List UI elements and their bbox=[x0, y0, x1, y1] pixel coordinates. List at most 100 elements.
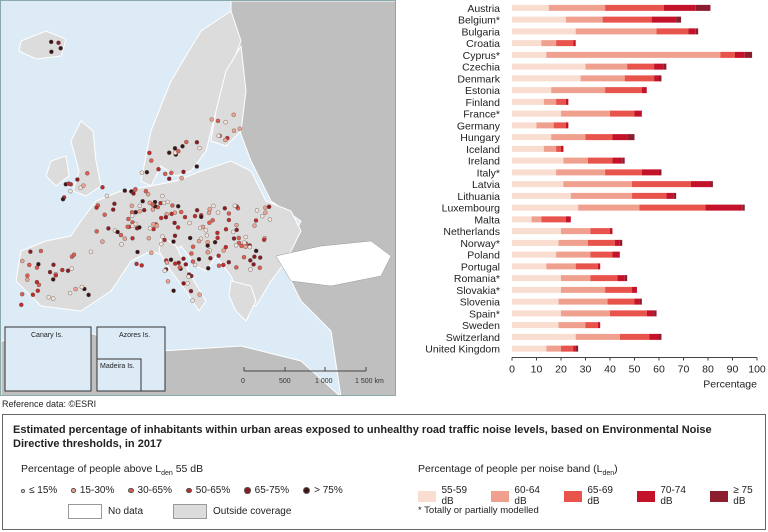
city-dot bbox=[182, 214, 188, 220]
dot-legend-label: 30-65% bbox=[137, 485, 172, 496]
band-legend-item: 60-64 dB bbox=[490, 485, 552, 507]
city-dot bbox=[94, 229, 99, 234]
city-dot bbox=[51, 296, 56, 301]
bar-segment bbox=[512, 134, 552, 141]
category-label: Belgium* bbox=[458, 15, 500, 27]
city-dots bbox=[19, 39, 273, 307]
outside-label: Outside coverage bbox=[213, 506, 292, 517]
city-dot bbox=[143, 188, 149, 194]
city-dot bbox=[150, 207, 156, 212]
city-dot bbox=[150, 202, 155, 207]
city-dot bbox=[226, 260, 232, 265]
category-label: Bulgaria bbox=[461, 26, 500, 38]
category-label: Lithuania bbox=[457, 191, 500, 203]
city-dot bbox=[186, 274, 191, 279]
category-label: Iceland bbox=[466, 144, 500, 156]
bar-segment bbox=[605, 87, 642, 94]
bar-segment bbox=[612, 157, 623, 164]
bar-segment bbox=[654, 310, 657, 317]
city-dot bbox=[236, 240, 242, 246]
city-dot bbox=[258, 255, 263, 260]
city-dot bbox=[178, 209, 184, 215]
category-label: Slovenia bbox=[460, 297, 500, 309]
bar-segment bbox=[602, 16, 652, 23]
bar-segment bbox=[512, 169, 557, 176]
city-dot bbox=[252, 223, 257, 228]
bar-segment bbox=[512, 310, 561, 317]
city-dot bbox=[212, 239, 218, 245]
city-dot bbox=[145, 191, 151, 197]
city-dot bbox=[149, 158, 154, 163]
uk-land bbox=[70, 120, 102, 197]
bar-segment bbox=[612, 134, 628, 141]
bar-segment bbox=[597, 322, 601, 329]
category-label: Luxembourg bbox=[442, 203, 501, 215]
bar-segment bbox=[575, 28, 657, 35]
city-dot bbox=[181, 256, 186, 261]
bar-segment bbox=[622, 157, 625, 164]
bar-segment bbox=[605, 286, 633, 293]
city-dot bbox=[147, 150, 152, 156]
bar-segment bbox=[556, 169, 606, 176]
city-dot bbox=[36, 262, 41, 267]
city-dot bbox=[49, 49, 54, 54]
city-dot bbox=[104, 193, 110, 199]
x-tick-label: 10 bbox=[531, 364, 543, 376]
city-dot bbox=[205, 249, 211, 255]
city-dot bbox=[129, 203, 135, 209]
city-dot bbox=[231, 229, 236, 235]
city-dot bbox=[140, 198, 145, 204]
city-dot bbox=[66, 181, 71, 186]
category-label: Germany bbox=[457, 120, 501, 132]
city-dot bbox=[168, 257, 174, 262]
bar-segment bbox=[512, 298, 559, 305]
city-dot bbox=[161, 200, 167, 206]
city-dot bbox=[221, 248, 226, 253]
city-dot bbox=[237, 126, 243, 131]
canary-label: Canary Is. bbox=[31, 332, 63, 339]
city-dot bbox=[184, 139, 189, 145]
bar-segment bbox=[587, 239, 615, 246]
bar-segment bbox=[558, 239, 588, 246]
bar-segment bbox=[695, 4, 711, 11]
city-dot bbox=[194, 140, 200, 145]
city-dot bbox=[180, 144, 185, 149]
city-dot bbox=[222, 206, 228, 211]
bar-segment bbox=[561, 286, 606, 293]
category-label: United Kingdom bbox=[425, 344, 500, 356]
left-legend-title: Percentage of people above Lden 55 dB bbox=[21, 463, 204, 478]
dot-legend-swatch bbox=[21, 488, 25, 493]
bar-segment bbox=[634, 110, 642, 117]
city-dot bbox=[241, 255, 247, 260]
bar-segment bbox=[563, 181, 633, 188]
city-dot bbox=[226, 211, 232, 216]
city-dot bbox=[207, 206, 212, 212]
category-label: Estonia bbox=[465, 85, 500, 97]
city-dot bbox=[20, 258, 25, 264]
category-label: Latvia bbox=[472, 179, 500, 191]
city-dot bbox=[197, 145, 202, 151]
bar-segment bbox=[624, 75, 655, 82]
city-dot bbox=[160, 193, 165, 199]
bar-segment bbox=[624, 275, 628, 282]
dot-legend-label: 50-65% bbox=[195, 485, 231, 496]
dot-legend-label: ≤ 15% bbox=[29, 485, 58, 496]
city-dot bbox=[154, 223, 160, 228]
city-dot bbox=[166, 150, 172, 155]
city-dot bbox=[215, 235, 220, 241]
city-dot bbox=[75, 177, 80, 182]
band-legend-item: 65-69 dB bbox=[563, 485, 625, 507]
bar-segment bbox=[561, 228, 591, 235]
bar-segment bbox=[512, 122, 537, 129]
dot-legend-label: > 75% bbox=[314, 485, 343, 496]
city-dot bbox=[203, 228, 209, 233]
city-dot bbox=[181, 169, 186, 175]
city-dot bbox=[234, 222, 239, 228]
category-label: France* bbox=[463, 109, 500, 121]
city-dot bbox=[156, 166, 161, 172]
dot-legend-item: 15-30% bbox=[71, 485, 114, 496]
modelled-note: * Totally or partially modelled bbox=[418, 505, 539, 516]
bar-segment bbox=[565, 98, 569, 105]
madeira-inset-frame bbox=[96, 358, 142, 392]
city-dot bbox=[216, 263, 222, 268]
